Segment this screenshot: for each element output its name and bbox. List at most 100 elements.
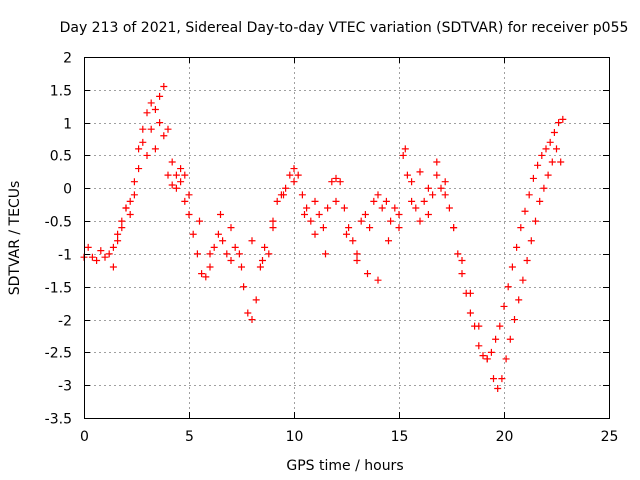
data-point xyxy=(416,217,424,225)
data-point xyxy=(466,289,474,297)
y-tick-label: 1.5 xyxy=(50,84,72,100)
y-tick-label: 0.5 xyxy=(50,149,72,165)
data-point xyxy=(420,197,428,205)
data-point xyxy=(546,138,554,146)
data-point xyxy=(517,224,525,232)
data-point xyxy=(217,211,224,219)
data-point xyxy=(202,273,210,281)
data-point xyxy=(206,250,214,258)
data-point xyxy=(114,230,122,238)
data-point xyxy=(126,211,134,219)
data-point xyxy=(282,184,290,192)
data-point xyxy=(143,109,151,117)
x-tick-label: 10 xyxy=(286,429,304,445)
data-point xyxy=(361,211,369,219)
x-tick-label: 20 xyxy=(496,429,514,445)
data-point xyxy=(466,309,474,317)
data-point xyxy=(143,151,151,159)
data-point xyxy=(542,145,550,153)
data-point xyxy=(374,276,382,284)
data-point xyxy=(101,253,109,261)
data-point xyxy=(172,171,180,179)
x-tick-label: 25 xyxy=(601,429,619,445)
data-point xyxy=(385,237,392,245)
data-point xyxy=(450,224,458,232)
data-point xyxy=(391,204,399,212)
y-tick-label: -2 xyxy=(58,314,72,330)
data-point xyxy=(114,237,122,245)
data-point xyxy=(548,158,556,166)
data-point xyxy=(555,119,563,127)
data-point xyxy=(502,355,510,363)
data-point xyxy=(160,83,168,91)
data-series-1 xyxy=(109,119,565,392)
data-point xyxy=(147,99,155,107)
x-tick-label: 0 xyxy=(80,429,89,445)
data-layer xyxy=(80,83,567,392)
data-point xyxy=(210,243,218,251)
data-point xyxy=(168,158,176,166)
data-point xyxy=(540,184,548,192)
data-point xyxy=(340,204,348,212)
data-point xyxy=(506,335,514,343)
data-point xyxy=(511,316,518,324)
data-point xyxy=(147,125,155,133)
data-point xyxy=(454,250,462,258)
data-point xyxy=(294,171,302,179)
data-point xyxy=(494,384,502,392)
data-point xyxy=(97,247,105,255)
data-point xyxy=(387,217,395,225)
data-point xyxy=(324,204,332,212)
data-point xyxy=(408,197,416,205)
data-point xyxy=(160,132,168,140)
data-point xyxy=(135,145,143,153)
data-point xyxy=(529,174,537,182)
data-point xyxy=(198,270,206,278)
data-point xyxy=(500,302,508,310)
data-point xyxy=(349,237,357,245)
data-point xyxy=(269,217,277,225)
y-axis-label: SDTVAR / TECUs xyxy=(7,181,23,296)
data-point xyxy=(458,256,466,264)
plot-frame xyxy=(84,57,610,419)
data-point xyxy=(259,256,266,264)
data-point xyxy=(353,250,361,258)
x-tick-label: 5 xyxy=(185,429,194,445)
data-point xyxy=(301,211,308,219)
data-point xyxy=(429,191,437,199)
data-point xyxy=(206,263,214,271)
data-point xyxy=(88,253,96,261)
data-point xyxy=(475,342,483,350)
data-point xyxy=(135,165,143,173)
y-tick-label: -3.5 xyxy=(45,412,72,428)
data-point xyxy=(433,158,441,166)
data-point xyxy=(366,224,374,232)
data-point xyxy=(280,191,287,199)
data-point xyxy=(181,171,189,179)
data-point xyxy=(130,191,138,199)
data-point xyxy=(322,250,329,258)
data-point xyxy=(399,151,407,159)
data-point xyxy=(445,204,453,212)
data-point xyxy=(395,211,403,219)
data-point xyxy=(151,145,159,153)
data-point xyxy=(343,230,350,238)
data-point xyxy=(235,250,243,258)
data-point xyxy=(177,165,185,173)
data-point xyxy=(374,191,382,199)
data-point xyxy=(433,171,441,179)
y-tick-label: -2.5 xyxy=(45,346,72,362)
data-point xyxy=(189,230,197,238)
data-point xyxy=(248,237,256,245)
data-point xyxy=(109,243,117,251)
data-point xyxy=(557,158,565,166)
data-point xyxy=(214,230,222,238)
data-point xyxy=(223,250,231,258)
data-point xyxy=(441,191,449,199)
data-point xyxy=(382,197,390,205)
data-point xyxy=(412,204,420,212)
data-point xyxy=(521,207,529,215)
data-point xyxy=(196,217,203,225)
data-point xyxy=(238,263,245,271)
data-point xyxy=(498,375,506,383)
